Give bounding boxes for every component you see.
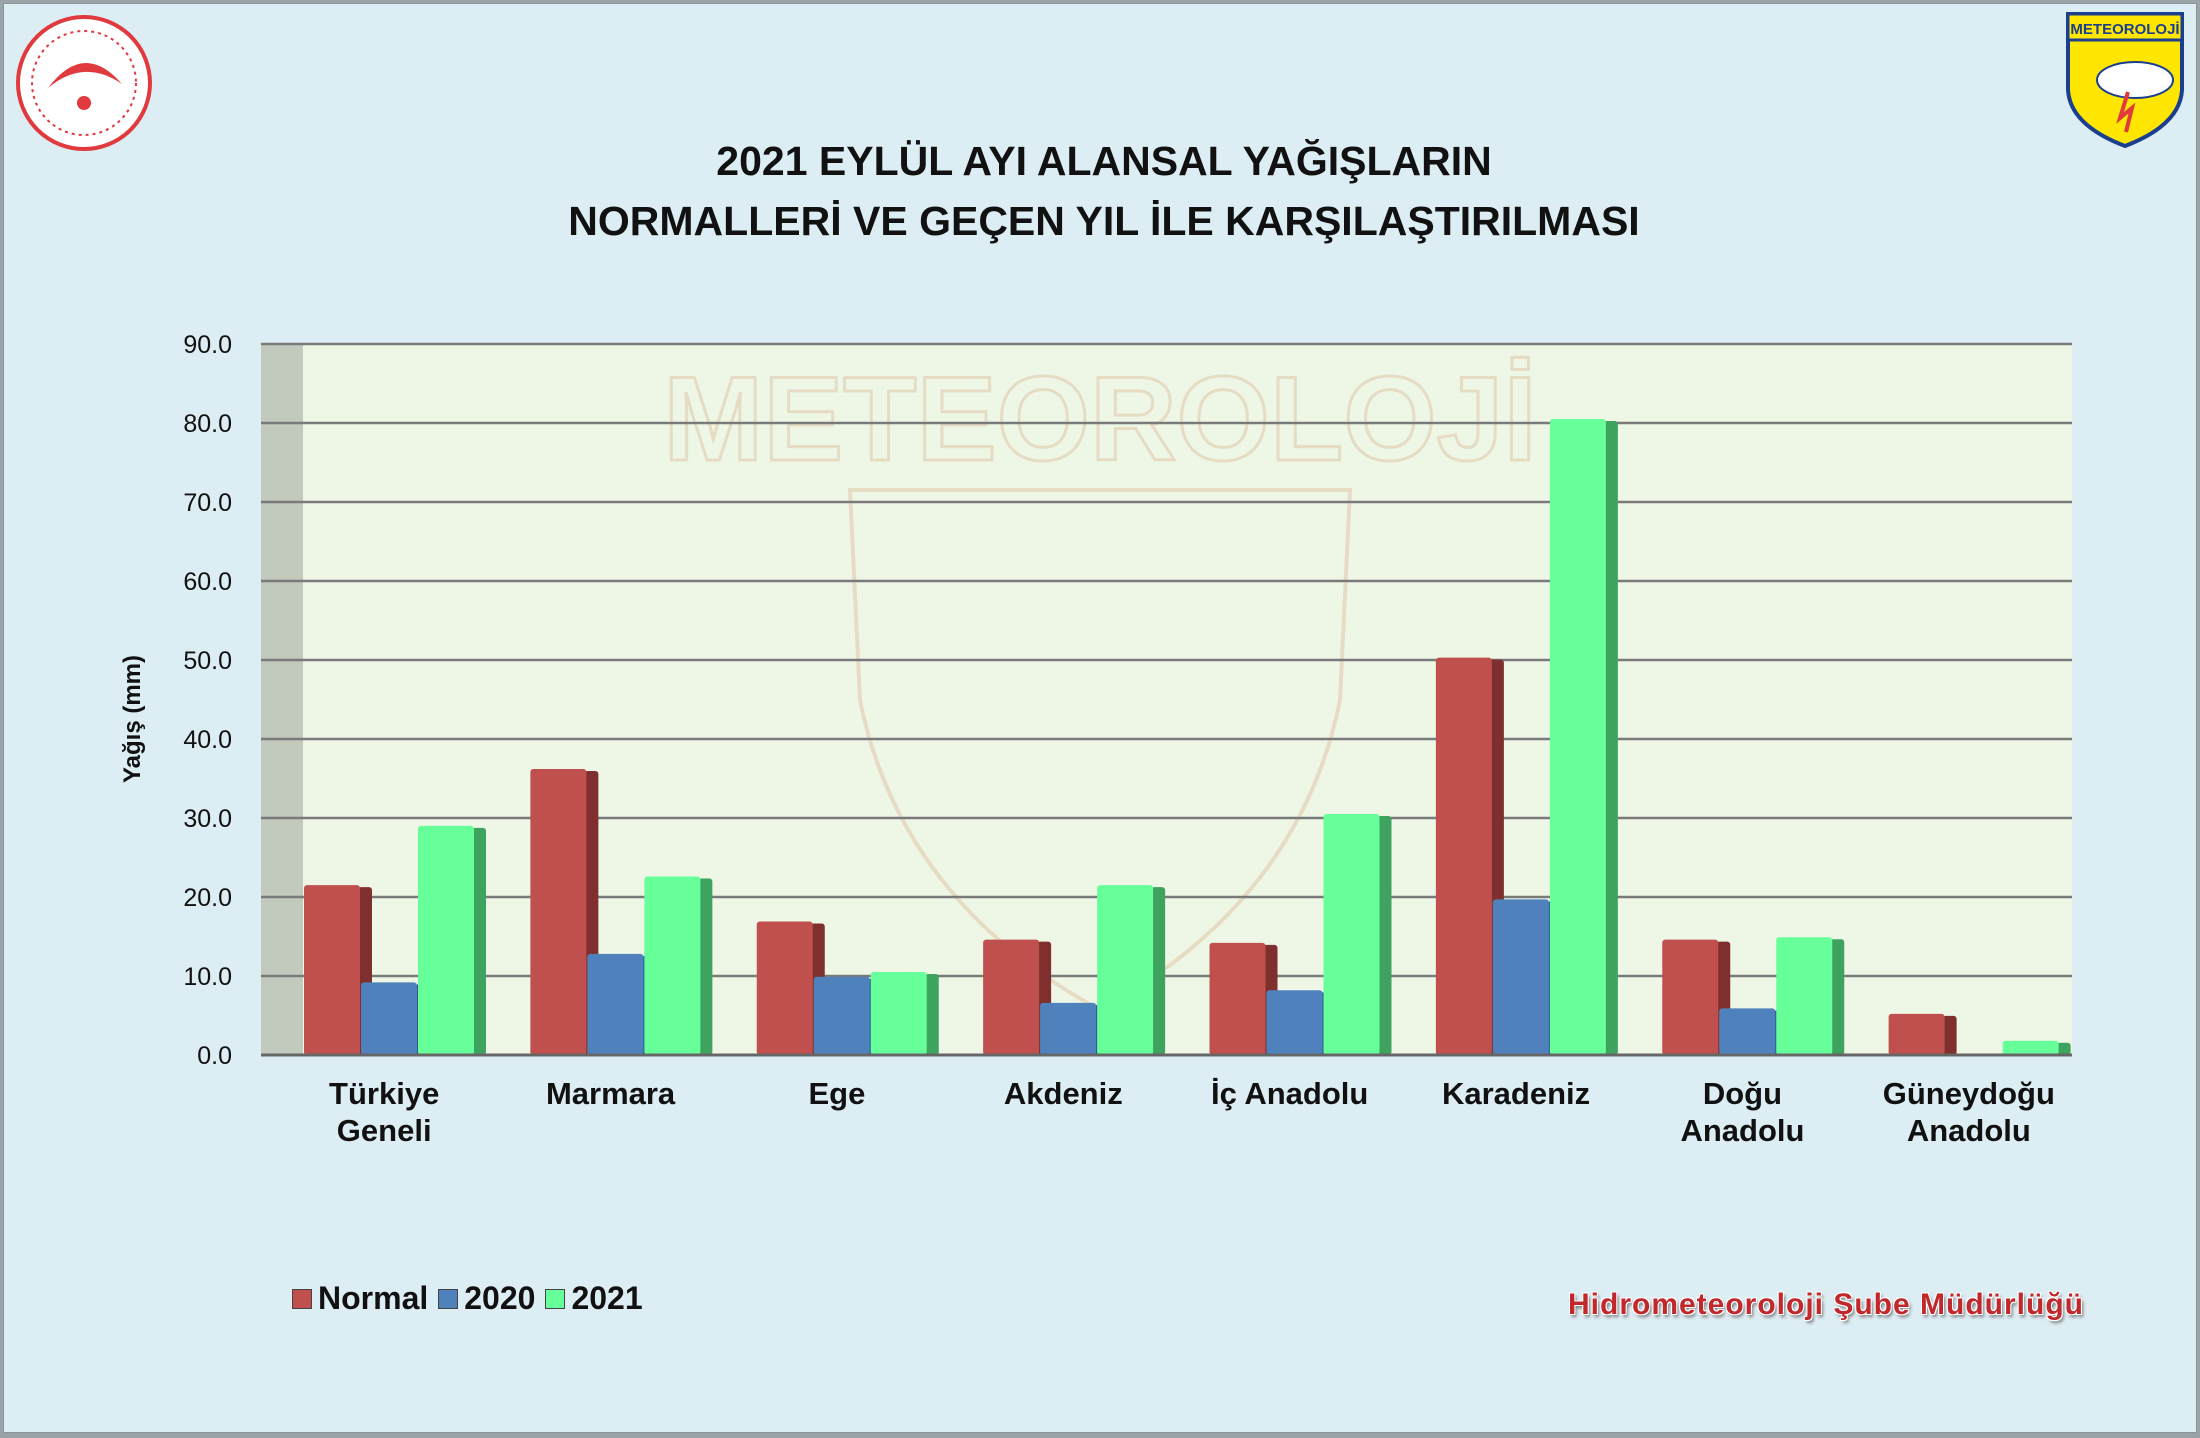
bar-side — [1151, 887, 1166, 1055]
bar-side — [698, 878, 713, 1055]
bar-2021-2 — [870, 972, 939, 1055]
bar — [587, 953, 644, 1055]
bar — [1492, 899, 1549, 1055]
y-tick-label: 70.0 — [183, 489, 232, 517]
legend-swatch-2020 — [438, 1288, 459, 1309]
x-tick-label: İç Anadolu — [1211, 1076, 1368, 1111]
legend-normal: Normal — [292, 1280, 428, 1317]
x-tick-label: Doğu — [1703, 1076, 1782, 1111]
bar — [1209, 942, 1266, 1055]
chart-title-line1: 2021 EYLÜL AYI ALANSAL YAĞIŞLARIN — [716, 138, 1492, 184]
plot-area: METEOROLOJİ 0.0 10.0 20.0 30.0 40.0 50.0 60.0 70… — [183, 331, 2072, 1148]
bar — [1323, 814, 1380, 1055]
bar-2021-3 — [1097, 885, 1166, 1055]
bar — [1266, 990, 1323, 1055]
y-tick-label: 10.0 — [183, 963, 232, 991]
legend-label: 2020 — [464, 1280, 536, 1316]
bar — [813, 976, 870, 1055]
x-tick-label: Anadolu — [1907, 1113, 2031, 1148]
bar — [870, 972, 927, 1055]
bar-side — [472, 827, 486, 1055]
y-tick-label: 50.0 — [183, 647, 232, 675]
y-tick-label: 80.0 — [183, 410, 232, 438]
bar-2021-6 — [1776, 937, 1845, 1055]
y-tick-label: 90.0 — [183, 331, 232, 359]
bar-side — [1377, 816, 1392, 1055]
bar — [644, 876, 701, 1055]
x-tick-label: Anadolu — [1680, 1113, 1804, 1148]
bar-side — [924, 974, 939, 1055]
y-tick-label: 60.0 — [183, 568, 232, 596]
y-tick-label: 30.0 — [183, 805, 232, 833]
footer-department: Hidrometeoroloji Şube Müdürlüğü — [1568, 1288, 2084, 1321]
meteoroloji-logo: METEOROLOJİ — [2066, 12, 2184, 149]
bar — [1719, 1008, 1776, 1055]
legend: Normal 2020 2021 — [292, 1280, 643, 1317]
bar-2021-4 — [1323, 814, 1392, 1055]
bar-2021-0 — [418, 825, 486, 1055]
bar-2021-7 — [2002, 1040, 2071, 1055]
side-wall — [261, 344, 303, 1055]
x-tick-label: Akdeniz — [1004, 1076, 1123, 1111]
legend-label: 2021 — [571, 1280, 643, 1316]
bar — [2002, 1040, 2059, 1055]
bar — [361, 982, 417, 1055]
legend-swatch-2021 — [545, 1288, 566, 1309]
bar — [756, 921, 813, 1055]
svg-text:METEOROLOJİ: METEOROLOJİ — [2070, 21, 2179, 38]
x-tick-label: Marmara — [546, 1076, 676, 1111]
x-tick-label: Karadeniz — [1442, 1076, 1590, 1111]
legend-2021: 2021 — [545, 1280, 643, 1317]
bar-normal-7 — [1888, 1013, 1957, 1055]
bar — [1776, 937, 1833, 1055]
bar — [530, 769, 587, 1055]
bar — [1097, 885, 1154, 1055]
bar — [418, 825, 474, 1055]
bar-side — [1603, 421, 1618, 1055]
bar — [1040, 1002, 1097, 1055]
legend-label: Normal — [318, 1280, 429, 1316]
bar-side — [1942, 1015, 1957, 1055]
bar — [983, 939, 1040, 1055]
bar-side — [1830, 939, 1845, 1055]
x-tick-label: Güneydoğu — [1883, 1076, 2055, 1111]
y-tick-label: 40.0 — [183, 726, 232, 754]
bar — [1549, 419, 1606, 1055]
bar-2021-1 — [644, 876, 713, 1055]
watermark-text: METEOROLOJİ — [663, 352, 1536, 486]
ministry-logo — [16, 15, 152, 151]
x-tick-label: Türkiye — [329, 1076, 439, 1111]
chart-title-line2: NORMALLERİ VE GEÇEN YIL İLE KARŞILAŞTIRI… — [568, 198, 1640, 244]
x-tick-label: Ege — [809, 1076, 866, 1111]
bar — [1435, 657, 1492, 1055]
y-tick-label: 0.0 — [197, 1042, 232, 1070]
bar — [304, 885, 360, 1055]
bar — [1888, 1013, 1945, 1055]
legend-swatch-normal — [292, 1288, 312, 1309]
bar-side — [2056, 1042, 2071, 1055]
bar — [1662, 939, 1719, 1055]
legend-2020: 2020 — [438, 1280, 535, 1317]
bar-2021-5 — [1549, 419, 1618, 1055]
x-tick-label: Geneli — [337, 1113, 432, 1148]
y-tick-label: 20.0 — [183, 884, 232, 912]
